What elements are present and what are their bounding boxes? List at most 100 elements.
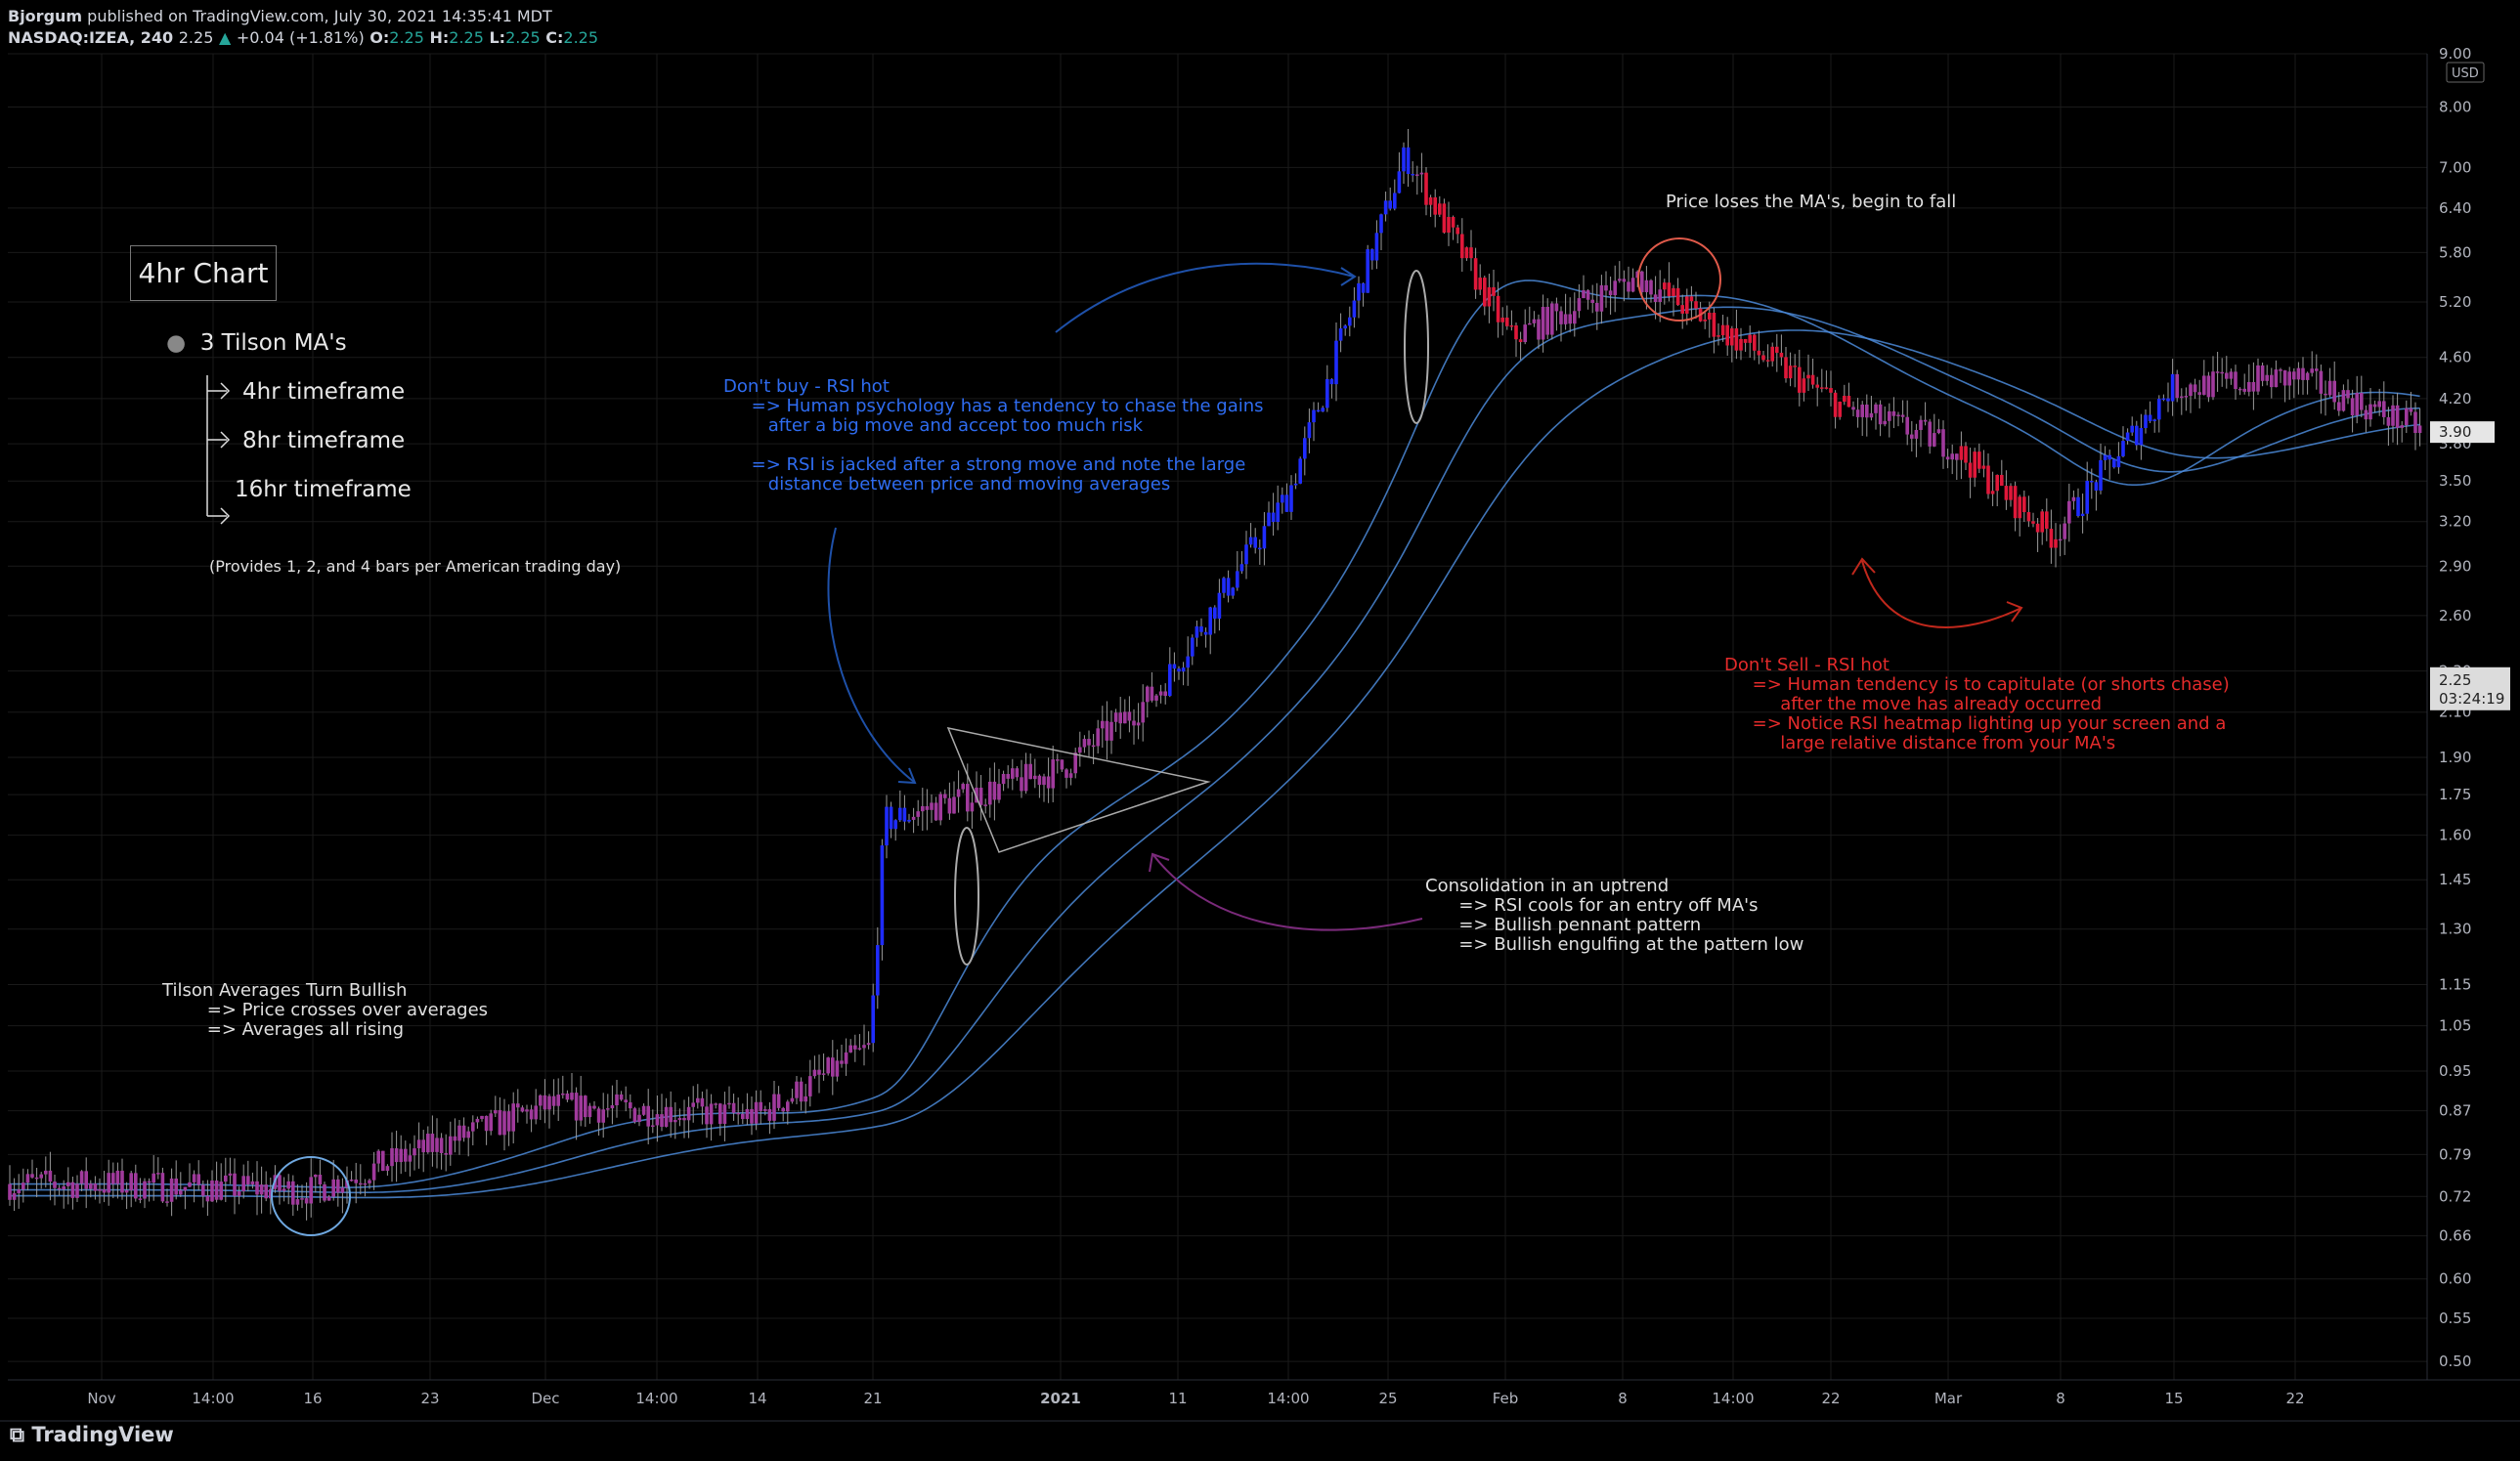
candle-body	[1672, 287, 1675, 297]
candle-body	[2417, 425, 2422, 434]
tradingview-logo[interactable]: ⧉ TradingView	[10, 1423, 174, 1447]
candle-body	[84, 1171, 88, 1189]
candle-body	[1775, 346, 1779, 353]
x-tick-label: 8	[1618, 1390, 1628, 1407]
x-tick-label: 14:00	[192, 1390, 234, 1407]
low-label: L:	[489, 28, 506, 47]
candle-body	[1802, 378, 1806, 393]
candle-body	[165, 1201, 169, 1203]
y-tick-label: 0.87	[2439, 1102, 2471, 1120]
candle-body	[2360, 393, 2364, 410]
candle-body	[25, 1174, 30, 1183]
candle-body	[89, 1183, 93, 1189]
candle-body	[1675, 287, 1680, 306]
symbol-label[interactable]: NASDAQ:IZEA, 240	[8, 28, 174, 47]
candle-body	[1226, 578, 1231, 596]
candle-body	[2270, 374, 2274, 388]
up-arrow-icon: ▲	[218, 28, 232, 47]
last-price: 2.25	[178, 28, 214, 47]
candle-body	[1933, 433, 1936, 447]
candle-body	[404, 1148, 408, 1162]
candle-body	[2292, 371, 2296, 380]
candle-body	[1397, 171, 1402, 193]
chart-header: Bjorgum published on TradingView.com, Ju…	[8, 6, 598, 49]
candle-body	[2242, 388, 2246, 392]
candle-body	[1123, 711, 1127, 724]
candle-body	[2144, 414, 2148, 428]
candle-body	[22, 1182, 25, 1190]
candle-body	[1959, 446, 1964, 460]
candle-body	[246, 1176, 250, 1185]
candle-body	[1447, 216, 1451, 234]
candle-body	[551, 1096, 556, 1106]
candle-body	[1883, 420, 1887, 425]
candle-body	[278, 1175, 282, 1191]
candle-body	[255, 1181, 259, 1195]
candle-body	[1509, 324, 1514, 327]
candle-body	[466, 1131, 470, 1139]
note-line: => Notice RSI heatmap lighting up your s…	[1724, 713, 2227, 734]
rsi-cool-ellipse	[954, 827, 979, 966]
candle-body	[848, 1045, 852, 1053]
candle-body	[1554, 303, 1559, 312]
candle-body	[1563, 314, 1568, 324]
candle-body	[502, 1111, 506, 1136]
candle-body	[1667, 282, 1672, 297]
candle-body	[1896, 414, 1900, 416]
candle-body	[655, 1114, 660, 1126]
candle-body	[1590, 299, 1594, 303]
candle-body	[435, 1138, 439, 1152]
candle-body	[1001, 773, 1006, 785]
candle-body	[1078, 747, 1082, 753]
candle-body	[2319, 370, 2324, 394]
candle-body	[2054, 538, 2058, 548]
candle-body	[1964, 446, 1968, 463]
candle-body	[381, 1150, 385, 1172]
candle-body	[745, 1108, 750, 1120]
note-line: large relative distance from your MA's	[1724, 733, 2116, 753]
candle-body	[705, 1106, 709, 1125]
candle-body	[214, 1181, 219, 1200]
candle-body	[1217, 592, 1222, 620]
candle-body	[741, 1113, 745, 1120]
candle-body	[1725, 324, 1729, 346]
candle-body	[2405, 408, 2409, 426]
candle-body	[1293, 483, 1298, 486]
candle-body	[1366, 249, 1369, 293]
candle-body	[1316, 409, 1321, 412]
y-tick-label: 1.45	[2439, 871, 2471, 888]
candle-body	[1869, 412, 1874, 418]
candle-body	[1644, 279, 1649, 292]
candle-body	[413, 1148, 416, 1156]
candle-body	[2400, 425, 2404, 428]
publisher-line: Bjorgum published on TradingView.com, Ju…	[8, 6, 598, 27]
high-value: 2.25	[449, 28, 484, 47]
candle-body	[1716, 335, 1720, 337]
candle-body	[1276, 502, 1280, 523]
currency-label: USD	[2452, 66, 2479, 81]
candle-body	[371, 1163, 376, 1181]
candle-body	[2058, 538, 2063, 541]
note-line: => Bullish engulfing at the pattern low	[1425, 934, 1804, 955]
candle-body	[1329, 378, 1334, 385]
candle-body	[1761, 355, 1765, 361]
candle-body	[2189, 384, 2193, 397]
candle-body	[1635, 271, 1639, 279]
candle-body	[1109, 721, 1113, 741]
candle-body	[1618, 279, 1622, 281]
candle-body	[111, 1173, 115, 1184]
candle-body	[2076, 496, 2080, 517]
arrow-icon	[1340, 267, 1357, 286]
candle-body	[1208, 607, 1212, 635]
candle-body	[1357, 282, 1361, 301]
candle-body	[1685, 296, 1689, 314]
candle-body	[1334, 340, 1338, 385]
legend-title: 4hr Chart	[138, 257, 269, 289]
candle-body	[416, 1139, 421, 1149]
y-tick-label: 8.00	[2439, 99, 2471, 116]
publisher-name[interactable]: Bjorgum	[8, 7, 83, 25]
candle-body	[570, 1093, 574, 1100]
candle-body	[309, 1177, 313, 1204]
candle-body	[556, 1095, 560, 1106]
